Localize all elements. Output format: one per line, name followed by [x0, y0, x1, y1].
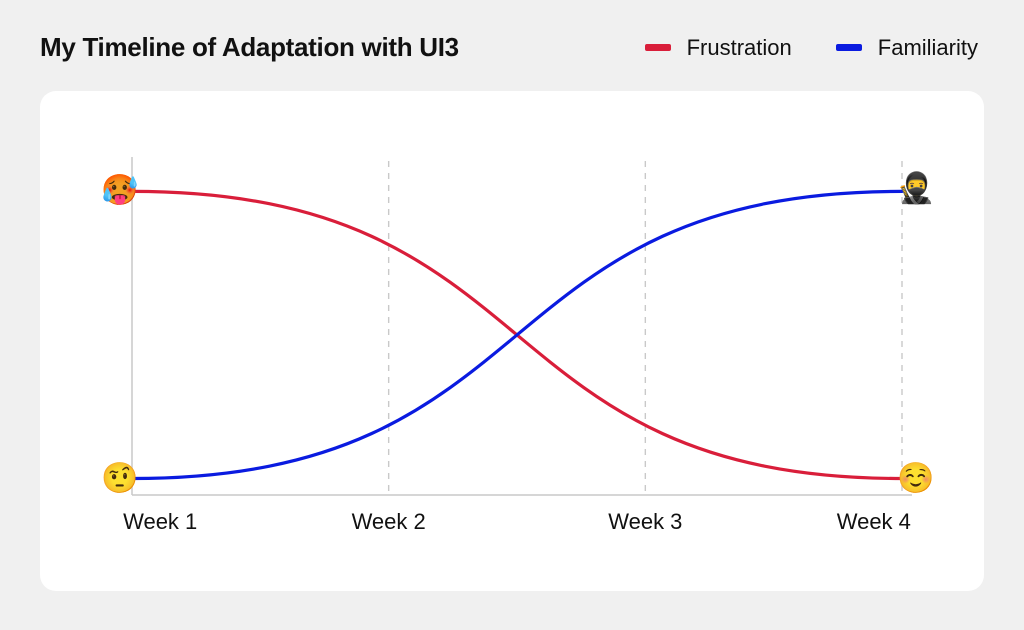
legend-swatch-familiarity: [836, 44, 862, 51]
legend-swatch-frustration: [645, 44, 671, 51]
legend-label-familiarity: Familiarity: [878, 35, 978, 61]
line-familiarity: [132, 191, 902, 478]
legend-item-frustration: Frustration: [645, 35, 792, 61]
chart-svg: [72, 115, 952, 575]
chart-wrap: Week 1 Week 2 Week 3 Week 4 🥵 ☺️ 🤨 🥷: [72, 115, 952, 575]
legend: Frustration Familiarity: [645, 35, 984, 61]
header: My Timeline of Adaptation with UI3 Frust…: [40, 32, 984, 63]
legend-item-familiarity: Familiarity: [836, 35, 978, 61]
page-title: My Timeline of Adaptation with UI3: [40, 32, 459, 63]
legend-label-frustration: Frustration: [687, 35, 792, 61]
page: My Timeline of Adaptation with UI3 Frust…: [0, 0, 1024, 630]
chart-card: Week 1 Week 2 Week 3 Week 4 🥵 ☺️ 🤨 🥷: [40, 91, 984, 591]
